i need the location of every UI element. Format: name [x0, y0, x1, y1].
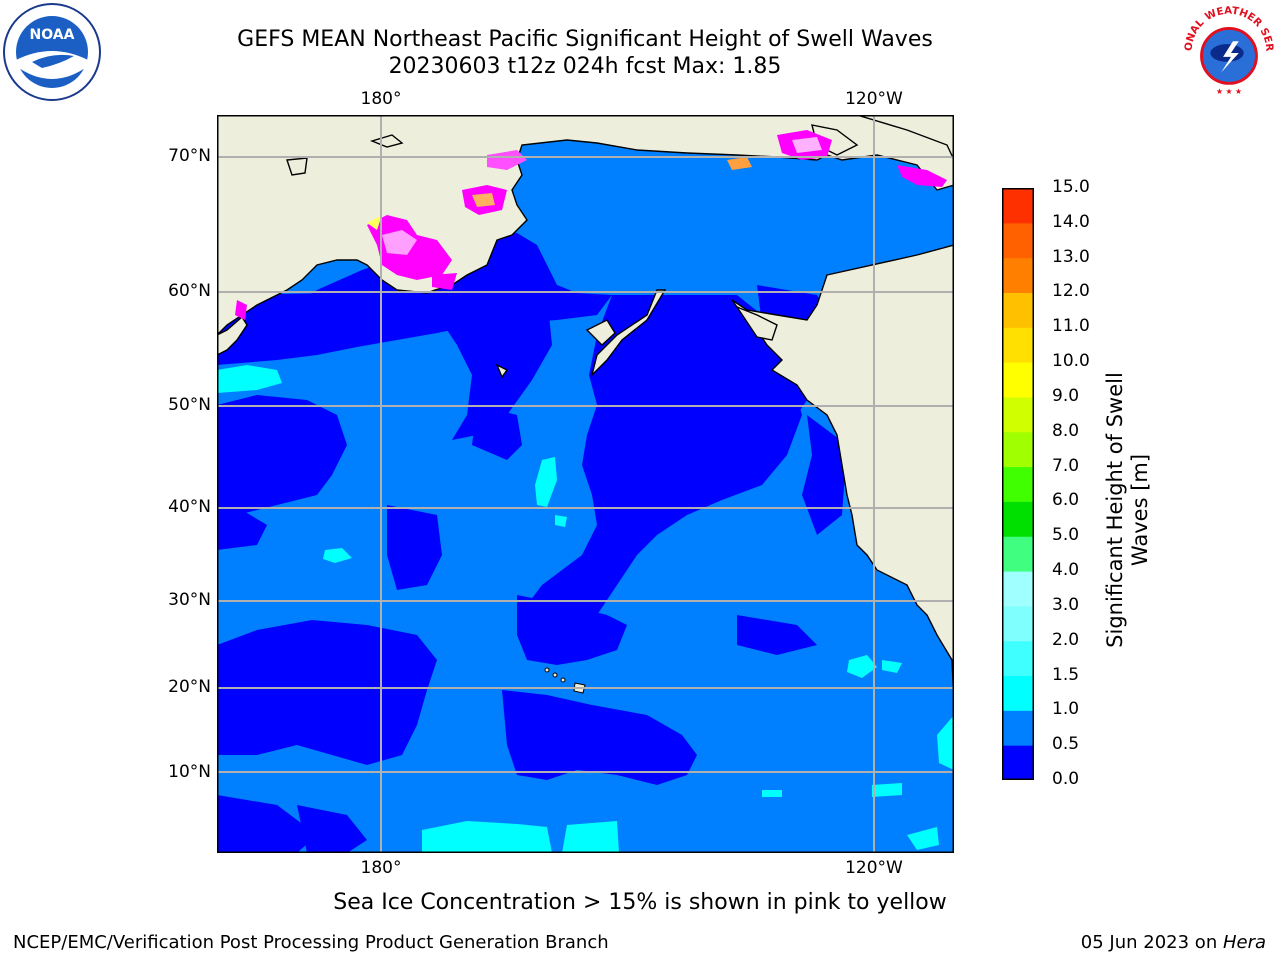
footer-organization: NCEP/EMC/Verification Post Processing Pr…	[13, 932, 609, 953]
lon-tick-top-120w: 120°W	[845, 89, 903, 109]
colorbar-swatch	[1002, 292, 1034, 328]
colorbar-tick-label: 12.0	[1052, 281, 1090, 302]
colorbar-swatch	[1002, 257, 1034, 293]
sea-ice-caption: Sea Ice Concentration > 15% is shown in …	[333, 890, 947, 915]
colorbar-swatch	[1002, 745, 1034, 780]
gulf-alaska-deep	[657, 295, 697, 345]
colorbar-tick-label: 4.0	[1052, 560, 1080, 581]
chart-subtitle: 20230603 t12z 024h fcst Max: 1.85	[388, 54, 782, 79]
colorbar-tick-label: 8.0	[1052, 420, 1080, 441]
chart-title: GEFS MEAN Northeast Pacific Significant …	[237, 27, 933, 52]
colorbar-tick-label: 6.0	[1052, 490, 1080, 511]
nws-logo: NATIONAL WEATHER SERVICE ★ ★ ★	[1180, 2, 1275, 99]
colorbar-title: Significant Height of Swell Waves [m]	[1103, 372, 1152, 648]
colorbar-swatch	[1002, 396, 1034, 433]
swell-moderate-regions	[217, 365, 954, 853]
lat-tick-10n: 10°N	[168, 762, 211, 782]
colorbar-tick-label: 3.0	[1052, 594, 1080, 615]
colorbar-tick-label: 0.0	[1052, 769, 1080, 789]
lon-tick-top-180: 180°	[360, 89, 402, 109]
colorbar-swatch	[1002, 466, 1034, 502]
colorbar-swatch	[1002, 571, 1034, 607]
noaa-logo: NOAA	[3, 3, 101, 101]
colorbar	[1002, 188, 1034, 780]
colorbar-tick-label: 1.5	[1052, 664, 1080, 685]
lon-tick-bottom-120w: 120°W	[845, 858, 903, 878]
colorbar-tick-label: 2.0	[1052, 629, 1080, 650]
colorbar-swatch	[1002, 501, 1034, 537]
lat-tick-30n: 30°N	[168, 590, 211, 610]
land-masses	[217, 115, 954, 706]
svg-text:★ ★ ★: ★ ★ ★	[1216, 87, 1242, 96]
north-deep-band	[217, 230, 612, 365]
colorbar-tick-label: 11.0	[1052, 316, 1090, 337]
colorbar-swatch	[1002, 431, 1034, 468]
colorbar-tick-label: 7.0	[1052, 455, 1080, 476]
colorbar-swatch	[1002, 675, 1034, 711]
lat-tick-40n: 40°N	[168, 497, 211, 517]
colorbar-tick-label: 5.0	[1052, 525, 1080, 546]
colorbar-tick-label: 13.0	[1052, 246, 1090, 267]
colorbar-swatch	[1002, 640, 1034, 677]
colorbar-swatch	[1002, 710, 1034, 746]
lat-tick-20n: 20°N	[168, 677, 211, 697]
colorbar-tick-label: 14.0	[1052, 211, 1090, 232]
colorbar-swatch	[1002, 605, 1034, 642]
footer-date: 05 Jun 2023 on Hera	[1081, 932, 1266, 953]
colorbar-swatch	[1002, 222, 1034, 259]
sea-ice-patches	[235, 130, 947, 320]
footer-host: Hera	[1222, 932, 1266, 953]
lat-tick-70n: 70°N	[168, 146, 211, 166]
lon-tick-bottom-180: 180°	[360, 858, 402, 878]
colorbar-tick-label: 9.0	[1052, 385, 1080, 406]
colorbar-swatch	[1002, 536, 1034, 572]
swell-height-map	[217, 115, 954, 853]
graticule	[217, 115, 954, 853]
noaa-logo-text: NOAA	[30, 27, 75, 43]
colorbar-tick-label: 0.5	[1052, 734, 1080, 755]
colorbar-swatch	[1002, 362, 1034, 398]
colorbar-tick-label: 15.0	[1052, 177, 1090, 197]
colorbar-swatch	[1002, 327, 1034, 363]
colorbar-tick-label: 1.0	[1052, 699, 1080, 720]
map-frame	[217, 115, 954, 853]
footer-date-text: 05 Jun 2023 on	[1080, 932, 1223, 953]
lat-tick-60n: 60°N	[168, 281, 211, 301]
lat-tick-50n: 50°N	[168, 395, 211, 415]
colorbar-tick-label: 10.0	[1052, 351, 1090, 372]
colorbar-swatch	[1002, 188, 1034, 224]
